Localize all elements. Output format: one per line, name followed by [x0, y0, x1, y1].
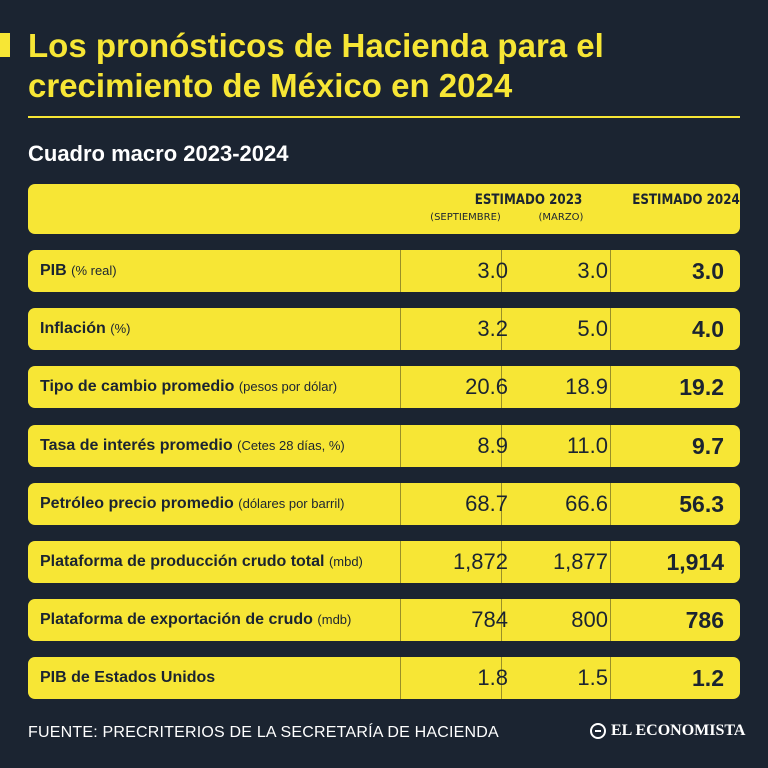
table-row: PIB de Estados Unidos 1.8 1.5 1.2 [28, 657, 740, 699]
row-label-unit: (dólares por barril) [238, 496, 345, 511]
value-2024: 1.2 [692, 665, 724, 691]
value-2023-septiembre: 784 [471, 607, 508, 632]
brand-name: EL ECONOMISTA [611, 722, 746, 739]
row-label: Inflación (%) [40, 308, 130, 350]
row-label-name: Tipo de cambio promedio [40, 378, 235, 395]
column-divider [610, 308, 611, 350]
column-divider [400, 308, 401, 350]
row-label: PIB de Estados Unidos [40, 657, 215, 699]
column-divider [400, 366, 401, 408]
value-2023-marzo: 18.9 [565, 374, 608, 399]
brand-mark-icon [590, 723, 606, 739]
value-2024: 4.0 [692, 316, 724, 342]
column-divider [610, 425, 611, 467]
row-label-unit: (pesos por dólar) [238, 379, 338, 394]
table-row: Tasa de interés promedio (Cetes 28 días,… [28, 425, 740, 467]
column-divider [610, 366, 611, 408]
row-label: Tasa de interés promedio (Cetes 28 días,… [40, 425, 345, 467]
column-divider [501, 541, 502, 583]
title-divider [28, 116, 740, 118]
table-subtitle: Cuadro macro 2023-2024 [28, 141, 289, 166]
value-2024: 3.0 [692, 258, 724, 284]
value-2024: 56.3 [679, 491, 724, 517]
column-divider [501, 308, 502, 350]
header-estimado-2023: ESTIMADO 2023 [474, 192, 583, 208]
column-divider [400, 425, 401, 467]
value-2024: 19.2 [679, 374, 724, 400]
column-divider [610, 483, 611, 525]
row-label-unit: (% real) [71, 263, 117, 278]
value-2023-marzo: 1,877 [552, 549, 608, 574]
value-2023-septiembre: 3.2 [477, 316, 508, 341]
brand-logo: EL ECONOMISTA [590, 722, 745, 740]
header-septiembre: (SEPTIEMBRE) [430, 212, 501, 223]
row-label: Plataforma de producción crudo total (mb… [40, 541, 363, 583]
column-divider [501, 425, 502, 467]
row-label-name: Plataforma de exportación de crudo [40, 611, 313, 628]
row-label: Petróleo precio promedio (dólares por ba… [40, 483, 344, 525]
value-2023-marzo: 11.0 [566, 433, 608, 458]
value-2023-septiembre: 1,872 [452, 549, 508, 574]
row-label-name: PIB [40, 262, 67, 279]
row-label-name: Tasa de interés promedio [40, 437, 233, 454]
column-divider [610, 599, 611, 641]
page-title: Los pronósticos de Hacienda para el crec… [28, 27, 604, 104]
table-row: Inflación (%) 3.2 5.0 4.0 [28, 308, 740, 350]
column-divider [501, 599, 502, 641]
value-2024: 9.7 [692, 433, 724, 459]
table-row: PIB (% real) 3.0 3.0 3.0 [28, 250, 740, 292]
column-divider [400, 250, 401, 292]
value-2024: 1,914 [666, 549, 724, 575]
row-label-unit: (Cetes 28 días, %) [237, 438, 345, 453]
table-row: Petróleo precio promedio (dólares por ba… [28, 483, 740, 525]
row-label-name: Inflación [40, 320, 106, 337]
column-divider [400, 541, 401, 583]
row-label-unit: (mdb) [317, 612, 352, 627]
table-row: Plataforma de exportación de crudo (mdb)… [28, 599, 740, 641]
row-label: Plataforma de exportación de crudo (mdb) [40, 599, 351, 641]
column-divider [501, 657, 502, 699]
value-2023-septiembre: 68.7 [465, 491, 508, 516]
column-divider [400, 483, 401, 525]
row-label-name: Petróleo precio promedio [40, 495, 234, 512]
row-label-name: PIB de Estados Unidos [40, 669, 216, 686]
source-note: FUENTE: PRECRITERIOS DE LA SECRETARÍA DE… [28, 724, 499, 741]
value-2023-septiembre: 1.8 [477, 665, 508, 690]
table-row: Plataforma de producción crudo total (mb… [28, 541, 740, 583]
column-divider [400, 657, 401, 699]
value-2023-marzo: 66.6 [565, 491, 608, 516]
header-marzo: (MARZO) [538, 212, 584, 223]
accent-bar [0, 33, 10, 57]
column-divider [610, 657, 611, 699]
column-divider [400, 599, 401, 641]
column-divider [610, 541, 611, 583]
row-label: PIB (% real) [40, 250, 117, 292]
header-estimado-2024: ESTIMADO 2024 [632, 192, 740, 208]
value-2024: 786 [685, 607, 724, 633]
value-2023-marzo: 1.5 [577, 665, 608, 690]
value-2023-marzo: 5.0 [577, 316, 608, 341]
table-row: Tipo de cambio promedio (pesos por dólar… [28, 366, 740, 408]
row-label-name: Plataforma de producción crudo total [40, 553, 325, 570]
table-header: ESTIMADO 2023 (SEPTIEMBRE) (MARZO) ESTIM… [28, 184, 740, 234]
value-2023-septiembre: 8.9 [477, 433, 508, 458]
value-2023-marzo: 800 [571, 607, 608, 632]
value-2023-septiembre: 20.6 [465, 374, 508, 399]
row-label-unit: (mbd) [328, 554, 363, 569]
column-divider [501, 250, 502, 292]
row-label-unit: (%) [110, 321, 131, 336]
column-divider [501, 483, 502, 525]
column-divider [610, 250, 611, 292]
value-2023-marzo: 3.0 [577, 258, 608, 283]
column-divider [501, 366, 502, 408]
row-label: Tipo de cambio promedio (pesos por dólar… [40, 366, 337, 408]
value-2023-septiembre: 3.0 [477, 258, 508, 283]
